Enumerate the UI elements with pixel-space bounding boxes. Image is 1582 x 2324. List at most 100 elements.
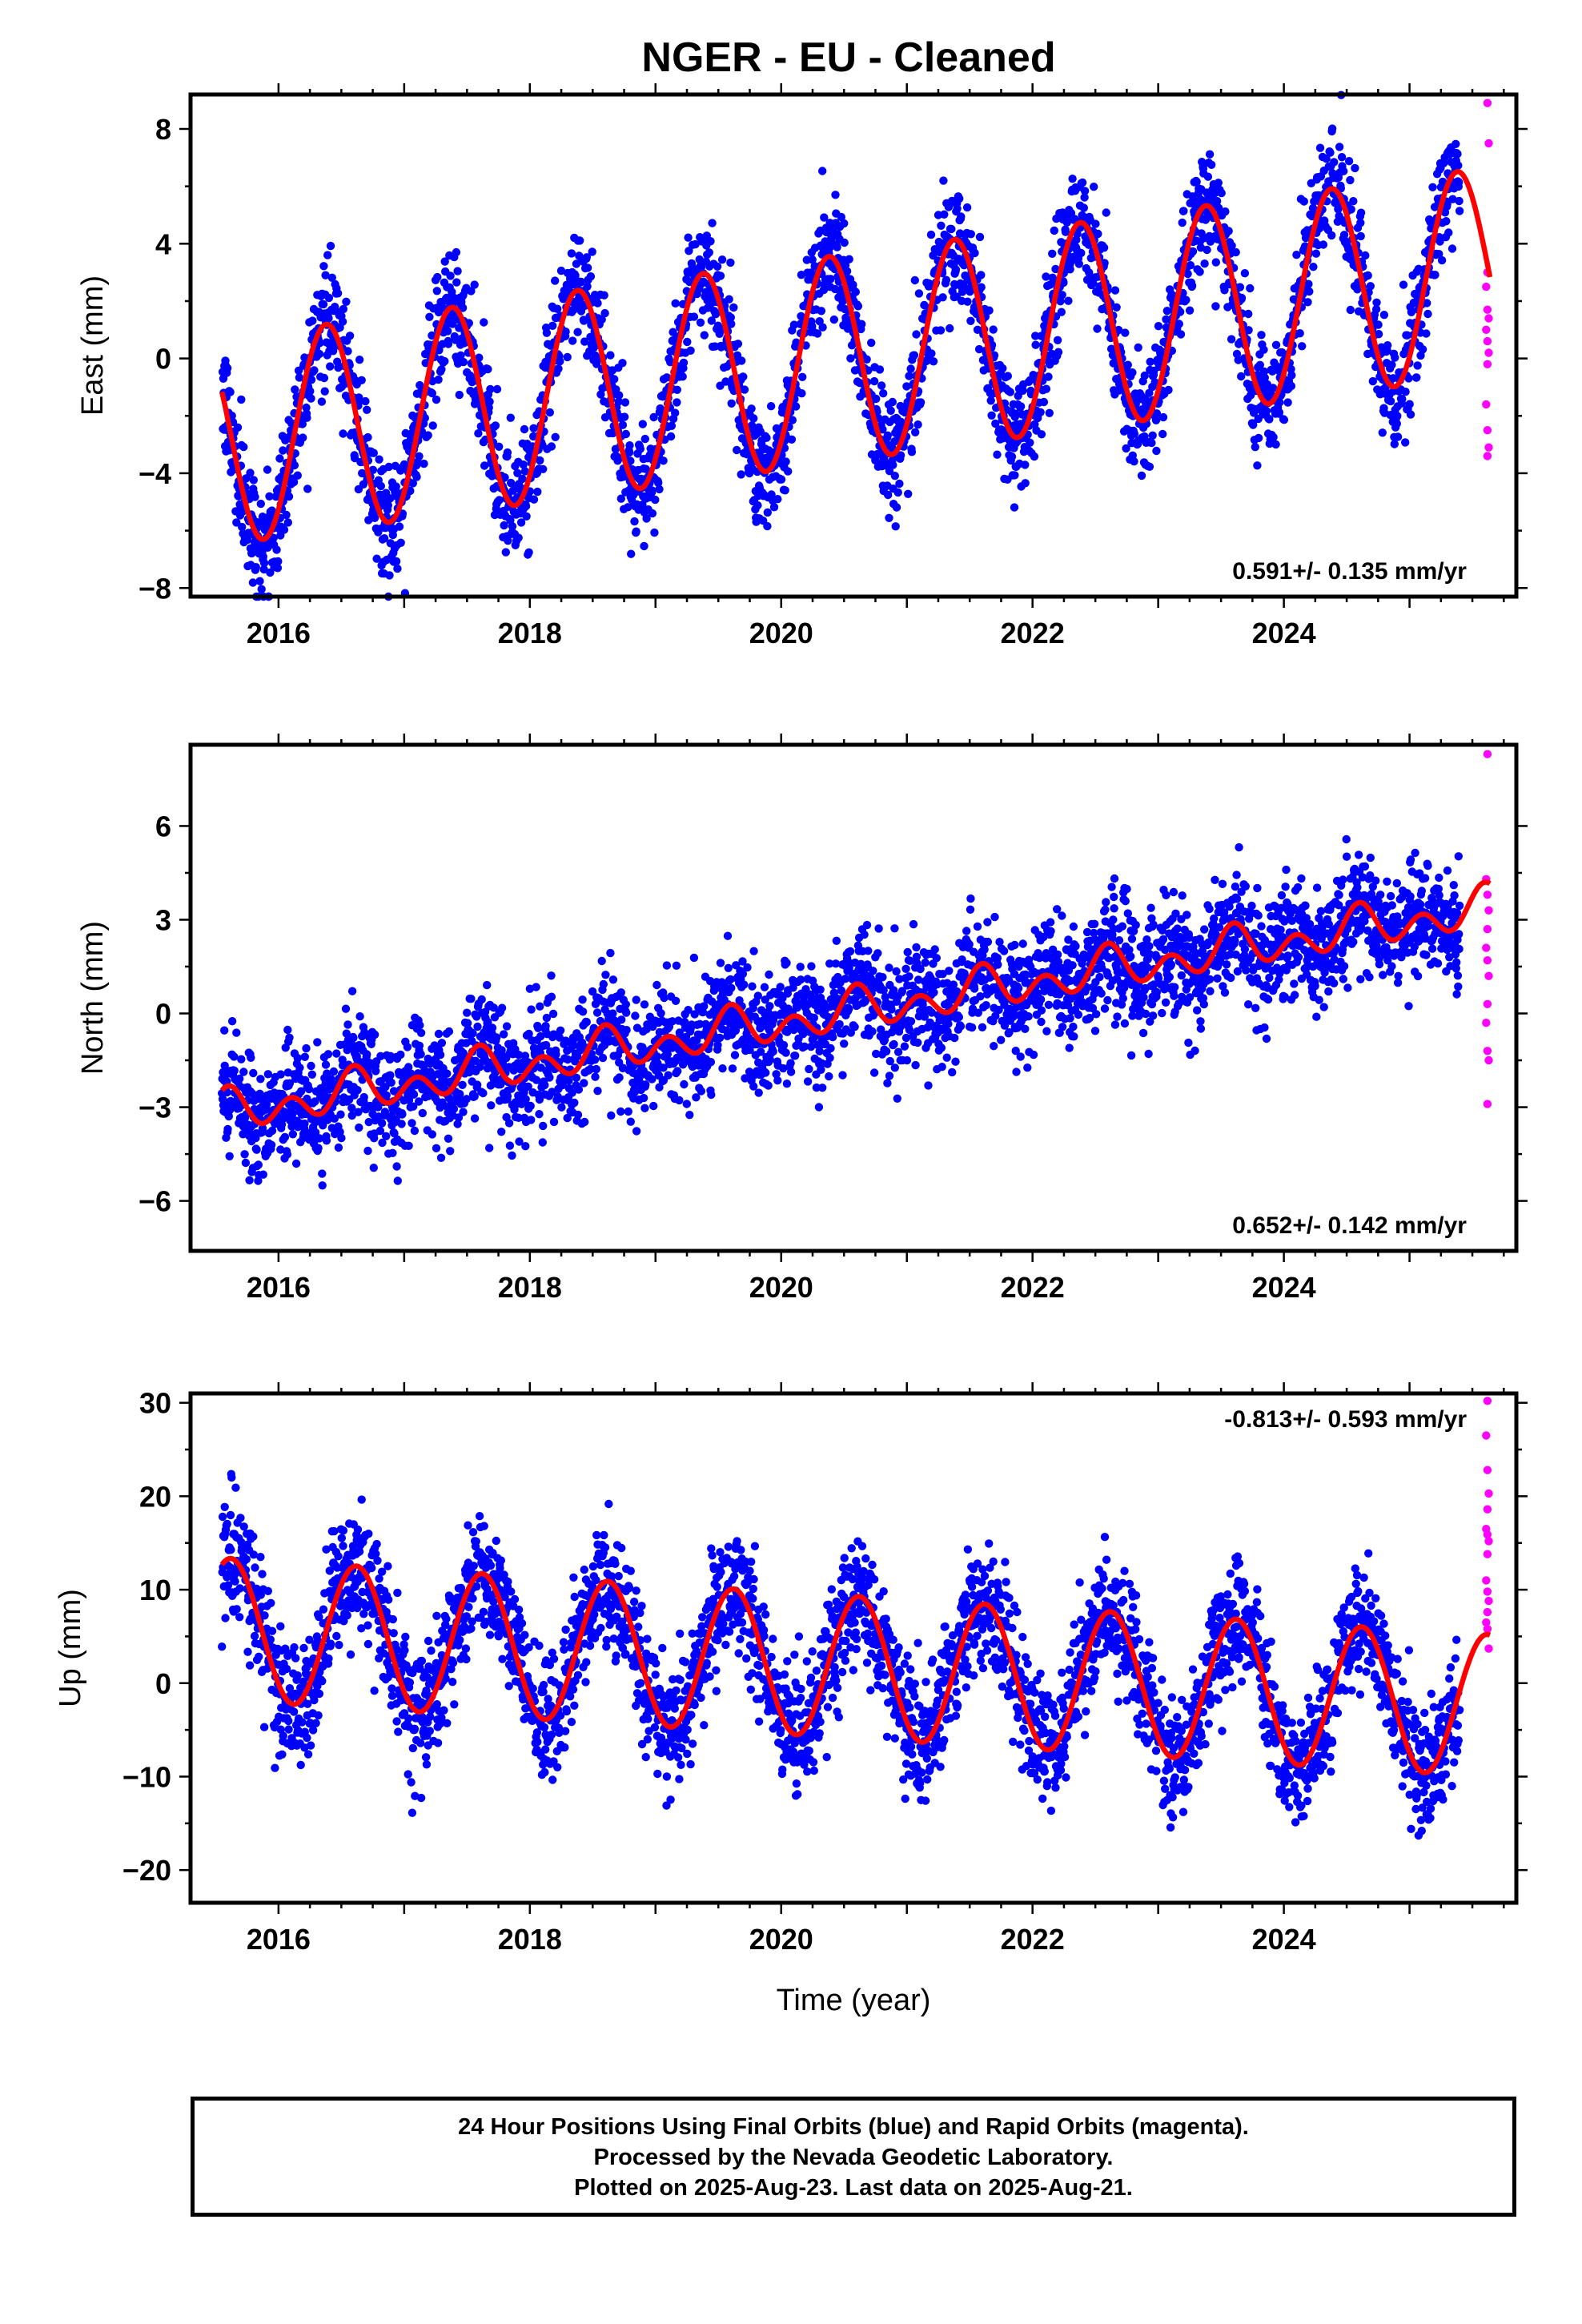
data-point: [1003, 372, 1013, 380]
data-point: [769, 503, 779, 512]
data-point: [725, 295, 733, 304]
data-point: [889, 460, 897, 469]
data-point: [393, 1176, 402, 1185]
data-point: [385, 571, 394, 580]
data-point: [1401, 438, 1410, 447]
data-point: [1387, 360, 1396, 369]
data-point: [598, 1053, 608, 1063]
data-point: [343, 1020, 352, 1029]
data-point: [888, 397, 897, 407]
data-point: [638, 420, 647, 428]
data-point: [254, 1160, 263, 1169]
data-point: [485, 1144, 494, 1152]
data-point: [556, 1026, 565, 1035]
data-point: [226, 388, 235, 396]
data-point: [697, 1087, 706, 1096]
rapid-data-point: [1484, 314, 1493, 323]
data-point: [914, 289, 924, 298]
data-point: [1074, 259, 1084, 268]
data-point: [1372, 298, 1381, 307]
data-point: [1187, 281, 1197, 290]
data-point: [740, 980, 749, 989]
data-point: [251, 563, 260, 572]
data-point: [467, 287, 476, 296]
data-point: [1254, 433, 1263, 443]
data-point: [468, 1029, 477, 1038]
data-point: [773, 1076, 782, 1085]
data-point: [765, 970, 773, 979]
data-point: [548, 321, 557, 330]
data-point: [328, 347, 338, 356]
data-point: [327, 273, 336, 282]
data-point: [232, 518, 241, 527]
data-point: [428, 421, 437, 430]
data-point: [1393, 412, 1402, 420]
data-point: [1244, 309, 1253, 319]
data-point: [1437, 255, 1447, 265]
data-point: [326, 241, 335, 251]
data-point: [578, 1007, 588, 1016]
data-point: [500, 1030, 508, 1039]
data-point: [522, 512, 531, 521]
data-point: [225, 1152, 234, 1161]
data-point: [1016, 402, 1026, 411]
data-point: [455, 390, 464, 400]
data-point: [230, 1066, 239, 1076]
data-point: [1431, 271, 1439, 279]
data-point: [288, 1130, 297, 1139]
data-point: [1374, 320, 1383, 329]
data-point: [1010, 503, 1019, 512]
data-point: [1422, 329, 1431, 338]
data-point: [547, 971, 556, 980]
data-point: [1164, 385, 1173, 395]
data-point: [1178, 218, 1186, 227]
data-point: [557, 1103, 566, 1112]
y-tick-label: 8: [155, 113, 171, 146]
data-point: [370, 513, 379, 522]
data-point: [673, 1067, 682, 1076]
data-point: [615, 391, 624, 400]
data-point: [1356, 219, 1365, 227]
rapid-data-point: [1483, 336, 1492, 346]
data-point: [283, 518, 292, 527]
data-point: [412, 472, 421, 481]
data-point: [684, 233, 693, 242]
final-orbit-points: [218, 90, 1464, 601]
data-point: [691, 239, 700, 249]
data-point: [610, 375, 619, 384]
data-point: [678, 372, 687, 381]
data-point: [353, 1086, 362, 1095]
data-point: [1327, 124, 1337, 133]
data-point: [252, 1145, 261, 1154]
data-point: [626, 1117, 635, 1126]
rate-label: 0.591+/- 0.135 mm/yr: [1232, 558, 1467, 585]
data-point: [363, 405, 371, 414]
data-point: [308, 316, 317, 325]
data-point: [339, 304, 348, 314]
data-point: [939, 176, 948, 185]
data-point: [259, 1170, 267, 1179]
data-point: [1031, 340, 1040, 349]
data-point: [300, 1119, 309, 1128]
data-point: [1363, 271, 1372, 280]
data-point: [641, 464, 650, 473]
data-point: [872, 394, 881, 404]
data-point: [232, 1028, 241, 1037]
data-point: [891, 522, 900, 531]
rapid-data-point: [1483, 360, 1492, 368]
data-point: [1200, 259, 1209, 268]
data-point: [415, 452, 424, 460]
data-point: [570, 1098, 579, 1108]
y-tick-label: 4: [155, 227, 171, 260]
data-point: [220, 1026, 229, 1035]
data-point: [727, 399, 736, 408]
data-point: [245, 1176, 254, 1185]
data-point: [299, 433, 307, 442]
data-point: [946, 324, 954, 333]
data-point: [392, 1162, 401, 1171]
data-point: [387, 1078, 396, 1088]
data-point: [715, 1033, 725, 1043]
data-point: [1287, 371, 1296, 380]
data-point: [504, 537, 512, 545]
data-point: [592, 1064, 600, 1074]
